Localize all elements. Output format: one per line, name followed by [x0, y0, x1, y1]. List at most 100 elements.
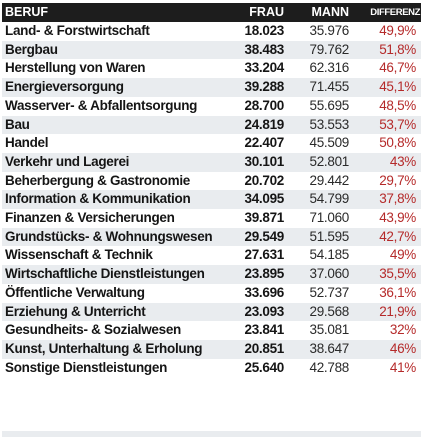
cell-beruf: Verkehr und Lagerei — [5, 153, 130, 169]
column-header-differenz: DIFFERENZ — [370, 7, 420, 18]
column-header-beruf: BERUF — [5, 5, 49, 19]
column-header-mann: MANN — [311, 5, 350, 19]
cell-beruf: Land- & Forstwirtschaft — [5, 23, 150, 38]
cell-differenz: 35,5% — [379, 266, 416, 282]
cell-frau: 29.549 — [244, 228, 285, 244]
cell-mann: 53.553 — [309, 116, 350, 132]
cell-beruf: Beherbergung & Gastronomie — [5, 172, 190, 188]
cell-mann: 54.185 — [309, 247, 350, 263]
cell-mann: 38.647 — [309, 340, 350, 356]
cell-differenz: 49,9% — [379, 23, 416, 38]
cell-differenz: 49% — [389, 247, 416, 263]
cell-mann: 42.788 — [309, 359, 350, 375]
header-row: BERUF FRAU MANN DIFFERENZ — [2, 3, 421, 22]
cell-frau: 34.095 — [244, 191, 285, 207]
cell-differenz: 46% — [389, 340, 416, 356]
table-row: Land- & Forstwirtschaft 18.023 35.976 49,9% — [2, 22, 421, 41]
cell-beruf: Wasserver- & Abfallentsorgung — [5, 97, 198, 113]
table-row: Bau 24.819 53.553 53,7% — [2, 115, 421, 135]
cell-mann: 52.737 — [309, 284, 350, 300]
table-row: Sonstige Dienstleistungen 25.640 42.788 41% — [2, 358, 421, 378]
table-header: BERUF FRAU MANN DIFFERENZ — [2, 3, 421, 22]
cell-differenz: 51,8% — [379, 41, 416, 57]
cell-frau: 23.895 — [244, 266, 285, 282]
cell-mann: 51.595 — [309, 228, 350, 244]
cell-mann: 29.442 — [309, 172, 350, 188]
table-row: Information & Kommunikation 34.095 54.799 3… — [2, 190, 421, 210]
cell-beruf: Handel — [5, 135, 49, 151]
table-bottom-strip — [2, 431, 421, 437]
cell-mann: 29.568 — [309, 303, 350, 319]
table-row: Wasserver- & Abfallentsorgung 28.700 55.69… — [2, 96, 421, 116]
cell-frau: 25.640 — [244, 359, 285, 375]
cell-mann: 37.060 — [309, 266, 350, 282]
cell-beruf: Grundstücks- & Wohnungswesen — [5, 228, 213, 244]
cell-mann: 35.976 — [309, 23, 350, 38]
column-header-frau: FRAU — [249, 5, 284, 19]
cell-mann: 55.695 — [309, 97, 350, 113]
cell-frau: 22.407 — [244, 135, 285, 151]
cell-mann: 54.799 — [309, 191, 350, 207]
cell-beruf: Herstellung von Waren — [5, 60, 146, 76]
cell-frau: 23.841 — [244, 322, 285, 338]
cell-frau: 33.696 — [244, 284, 285, 300]
cell-differenz: 29,7% — [379, 172, 416, 188]
cell-differenz: 43,9% — [379, 210, 416, 226]
cell-differenz: 43% — [389, 153, 416, 169]
cell-beruf: Bergbau — [5, 41, 58, 57]
cell-mann: 35.081 — [309, 322, 350, 338]
cell-mann: 79.762 — [309, 41, 350, 57]
cell-frau: 18.023 — [244, 23, 285, 38]
cell-frau: 23.093 — [244, 303, 285, 319]
cell-frau: 20.851 — [244, 340, 285, 356]
cell-frau: 39.288 — [244, 79, 285, 95]
cell-differenz: 41% — [389, 359, 416, 375]
cell-differenz: 37,8% — [379, 191, 416, 207]
cell-frau: 20.702 — [244, 172, 285, 188]
cell-beruf: Energieversorgung — [5, 79, 124, 95]
table-row: Verkehr und Lagerei 30.101 52.801 43% — [2, 152, 421, 172]
cell-differenz: 45,1% — [379, 79, 416, 95]
cell-frau: 27.631 — [244, 247, 285, 263]
table-row: Grundstücks- & Wohnungswesen 29.549 51.595… — [2, 227, 421, 247]
cell-beruf: Sonstige Dienstleistungen — [5, 359, 168, 375]
table-row: Herstellung von Waren 33.204 62.316 46,7% — [2, 59, 421, 79]
cell-frau: 28.700 — [244, 97, 285, 113]
cell-beruf: Information & Kommunikation — [5, 191, 191, 207]
cell-differenz: 50,8% — [379, 135, 416, 151]
cell-differenz: 36,1% — [379, 284, 416, 300]
cell-mann: 62.316 — [309, 60, 350, 76]
cell-differenz: 32% — [389, 322, 416, 338]
cell-frau: 38.483 — [244, 41, 285, 57]
cell-differenz: 42,7% — [379, 228, 416, 244]
cell-differenz: 48,5% — [379, 97, 416, 113]
cell-beruf: Bau — [5, 116, 30, 132]
cell-frau: 30.101 — [244, 153, 285, 169]
cell-differenz: 53,7% — [379, 116, 416, 132]
table-row: Bergbau 38.483 79.762 51,8% — [2, 40, 421, 60]
cell-frau: 33.204 — [244, 60, 285, 76]
table-row: Beherbergung & Gastronomie 20.702 29.442 29… — [2, 171, 421, 191]
cell-beruf: Kunst, Unterhaltung & Erholung — [5, 340, 203, 356]
salary-table: BERUF FRAU MANN DIFFERENZ Land- & Forstw… — [2, 3, 421, 378]
cell-beruf: Öffentliche Verwaltung — [5, 284, 145, 300]
table-row: Energieversorgung 39.288 71.455 45,1% — [2, 78, 421, 97]
cell-differenz: 46,7% — [379, 60, 416, 76]
table-row: Finanzen & Versicherungen 39.871 71.060 43,… — [2, 209, 421, 228]
table-row: Handel 22.407 45.509 50,8% — [2, 134, 421, 153]
cell-differenz: 21,9% — [379, 303, 416, 319]
cell-beruf: Gesundheits- & Sozialwesen — [5, 322, 181, 338]
table-row: Wissenschaft & Technik 27.631 54.185 49% — [2, 246, 421, 266]
cell-beruf: Finanzen & Versicherungen — [5, 210, 175, 226]
cell-mann: 52.801 — [309, 153, 350, 169]
cell-mann: 71.060 — [309, 210, 350, 226]
cell-beruf: Wissenschaft & Technik — [5, 247, 153, 263]
table-row: Öffentliche Verwaltung 33.696 52.737 36,1% — [2, 283, 421, 303]
cell-mann: 71.455 — [309, 79, 350, 95]
table-row: Kunst, Unterhaltung & Erholung 20.851 38.6… — [2, 339, 421, 359]
table-row: Erziehung & Unterricht 23.093 29.568 21,9% — [2, 302, 421, 322]
cell-frau: 39.871 — [244, 210, 285, 226]
cell-beruf: Erziehung & Unterricht — [5, 303, 146, 319]
table-row: Wirtschaftliche Dienstleistungen 23.895 37… — [2, 265, 421, 284]
